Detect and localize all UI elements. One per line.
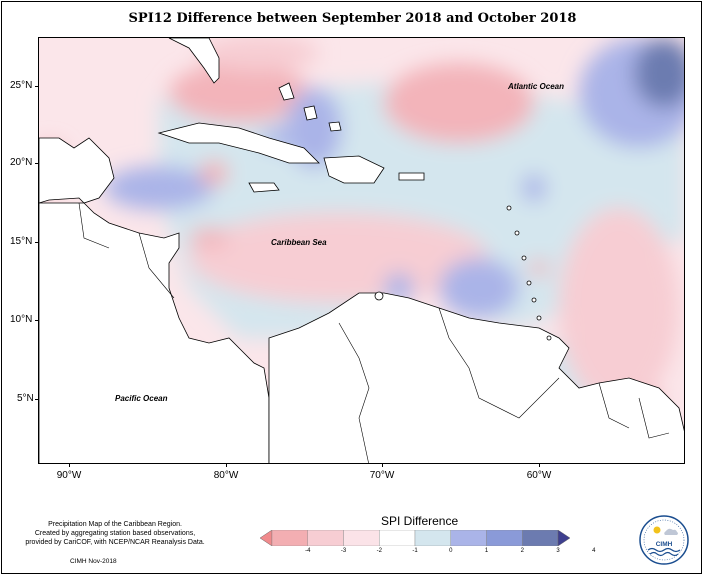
colorbar-cell bbox=[414, 530, 451, 546]
colorbar-cell bbox=[522, 530, 559, 546]
lat-tick-25n: 25°N bbox=[10, 80, 33, 91]
footer-note-line3: provided by CariCOF, with NCEP/NCAR Rean… bbox=[25, 539, 205, 546]
central-america-land bbox=[39, 202, 270, 463]
lon-tick-90w: 90°W bbox=[56, 470, 82, 481]
yucatan-land bbox=[39, 137, 115, 204]
legend-tick-label: 3 bbox=[556, 548, 560, 554]
legend-tick-label: 4 bbox=[592, 548, 596, 554]
caribbean-sea-label: Caribbean Sea bbox=[271, 238, 327, 247]
wave-icon bbox=[647, 547, 681, 553]
lon-tick-70w: 70°W bbox=[369, 470, 395, 481]
cloud-icon bbox=[664, 528, 678, 535]
lat-tick-20n: 20°N bbox=[10, 157, 33, 168]
spi-map bbox=[39, 38, 684, 463]
sun-icon bbox=[653, 526, 661, 534]
legend-tick-label: -3 bbox=[340, 548, 347, 554]
lon-tick-80w: 80°W bbox=[213, 470, 239, 481]
lat-tick-5n: 5°N bbox=[17, 393, 34, 404]
jamaica-land bbox=[248, 182, 280, 193]
colorbar-cell bbox=[450, 530, 487, 546]
cuba-land bbox=[157, 122, 320, 164]
atlantic-ocean-label: Atlantic Ocean bbox=[508, 82, 565, 91]
legend-tick-label: 0 bbox=[449, 548, 453, 554]
color-bar bbox=[260, 530, 570, 546]
legend-tick-label: 2 bbox=[520, 548, 524, 554]
colorbar-cell bbox=[343, 530, 380, 546]
map-panel bbox=[38, 37, 685, 464]
colorbar-arrow-high bbox=[557, 530, 570, 546]
logo-text: CIMH bbox=[656, 541, 673, 548]
lon-tick-60w: 60°W bbox=[526, 470, 552, 481]
legend-tick-label: -1 bbox=[412, 548, 418, 554]
florida-land bbox=[168, 38, 220, 84]
legend-tick-label: 1 bbox=[484, 548, 489, 554]
footer-note-line1: Precipitation Map of the Caribbean Regio… bbox=[48, 521, 182, 528]
legend-tick-label: -2 bbox=[376, 548, 382, 554]
legend-title: SPI Difference bbox=[381, 514, 459, 528]
colorbar-cell bbox=[486, 530, 523, 546]
hispaniola-land bbox=[323, 155, 385, 184]
colorbar-cell bbox=[379, 530, 416, 546]
footer-note: Precipitation Map of the Caribbean Regio… bbox=[20, 520, 210, 547]
cimh-logo: CIMH bbox=[639, 515, 689, 565]
footer-note-line2: Created by aggregating station based obs… bbox=[34, 530, 196, 537]
puerto-rico-land bbox=[398, 172, 425, 181]
lat-tick-10n: 10°N bbox=[10, 314, 33, 325]
lat-tick-15n: 15°N bbox=[10, 236, 33, 247]
pacific-ocean-label: Pacific Ocean bbox=[115, 394, 168, 403]
colorbar-cell bbox=[271, 530, 308, 546]
colorbar-cell bbox=[307, 530, 344, 546]
credit-text: CIMH Nov-2018 bbox=[70, 558, 117, 565]
country-borders bbox=[78, 202, 670, 463]
landmasses bbox=[39, 38, 684, 463]
south-america-land bbox=[268, 292, 684, 463]
map-title: SPI12 Difference between September 2018 … bbox=[128, 11, 577, 26]
colorbar-arrow-low bbox=[260, 530, 273, 546]
legend-tick-label: -4 bbox=[305, 548, 311, 554]
